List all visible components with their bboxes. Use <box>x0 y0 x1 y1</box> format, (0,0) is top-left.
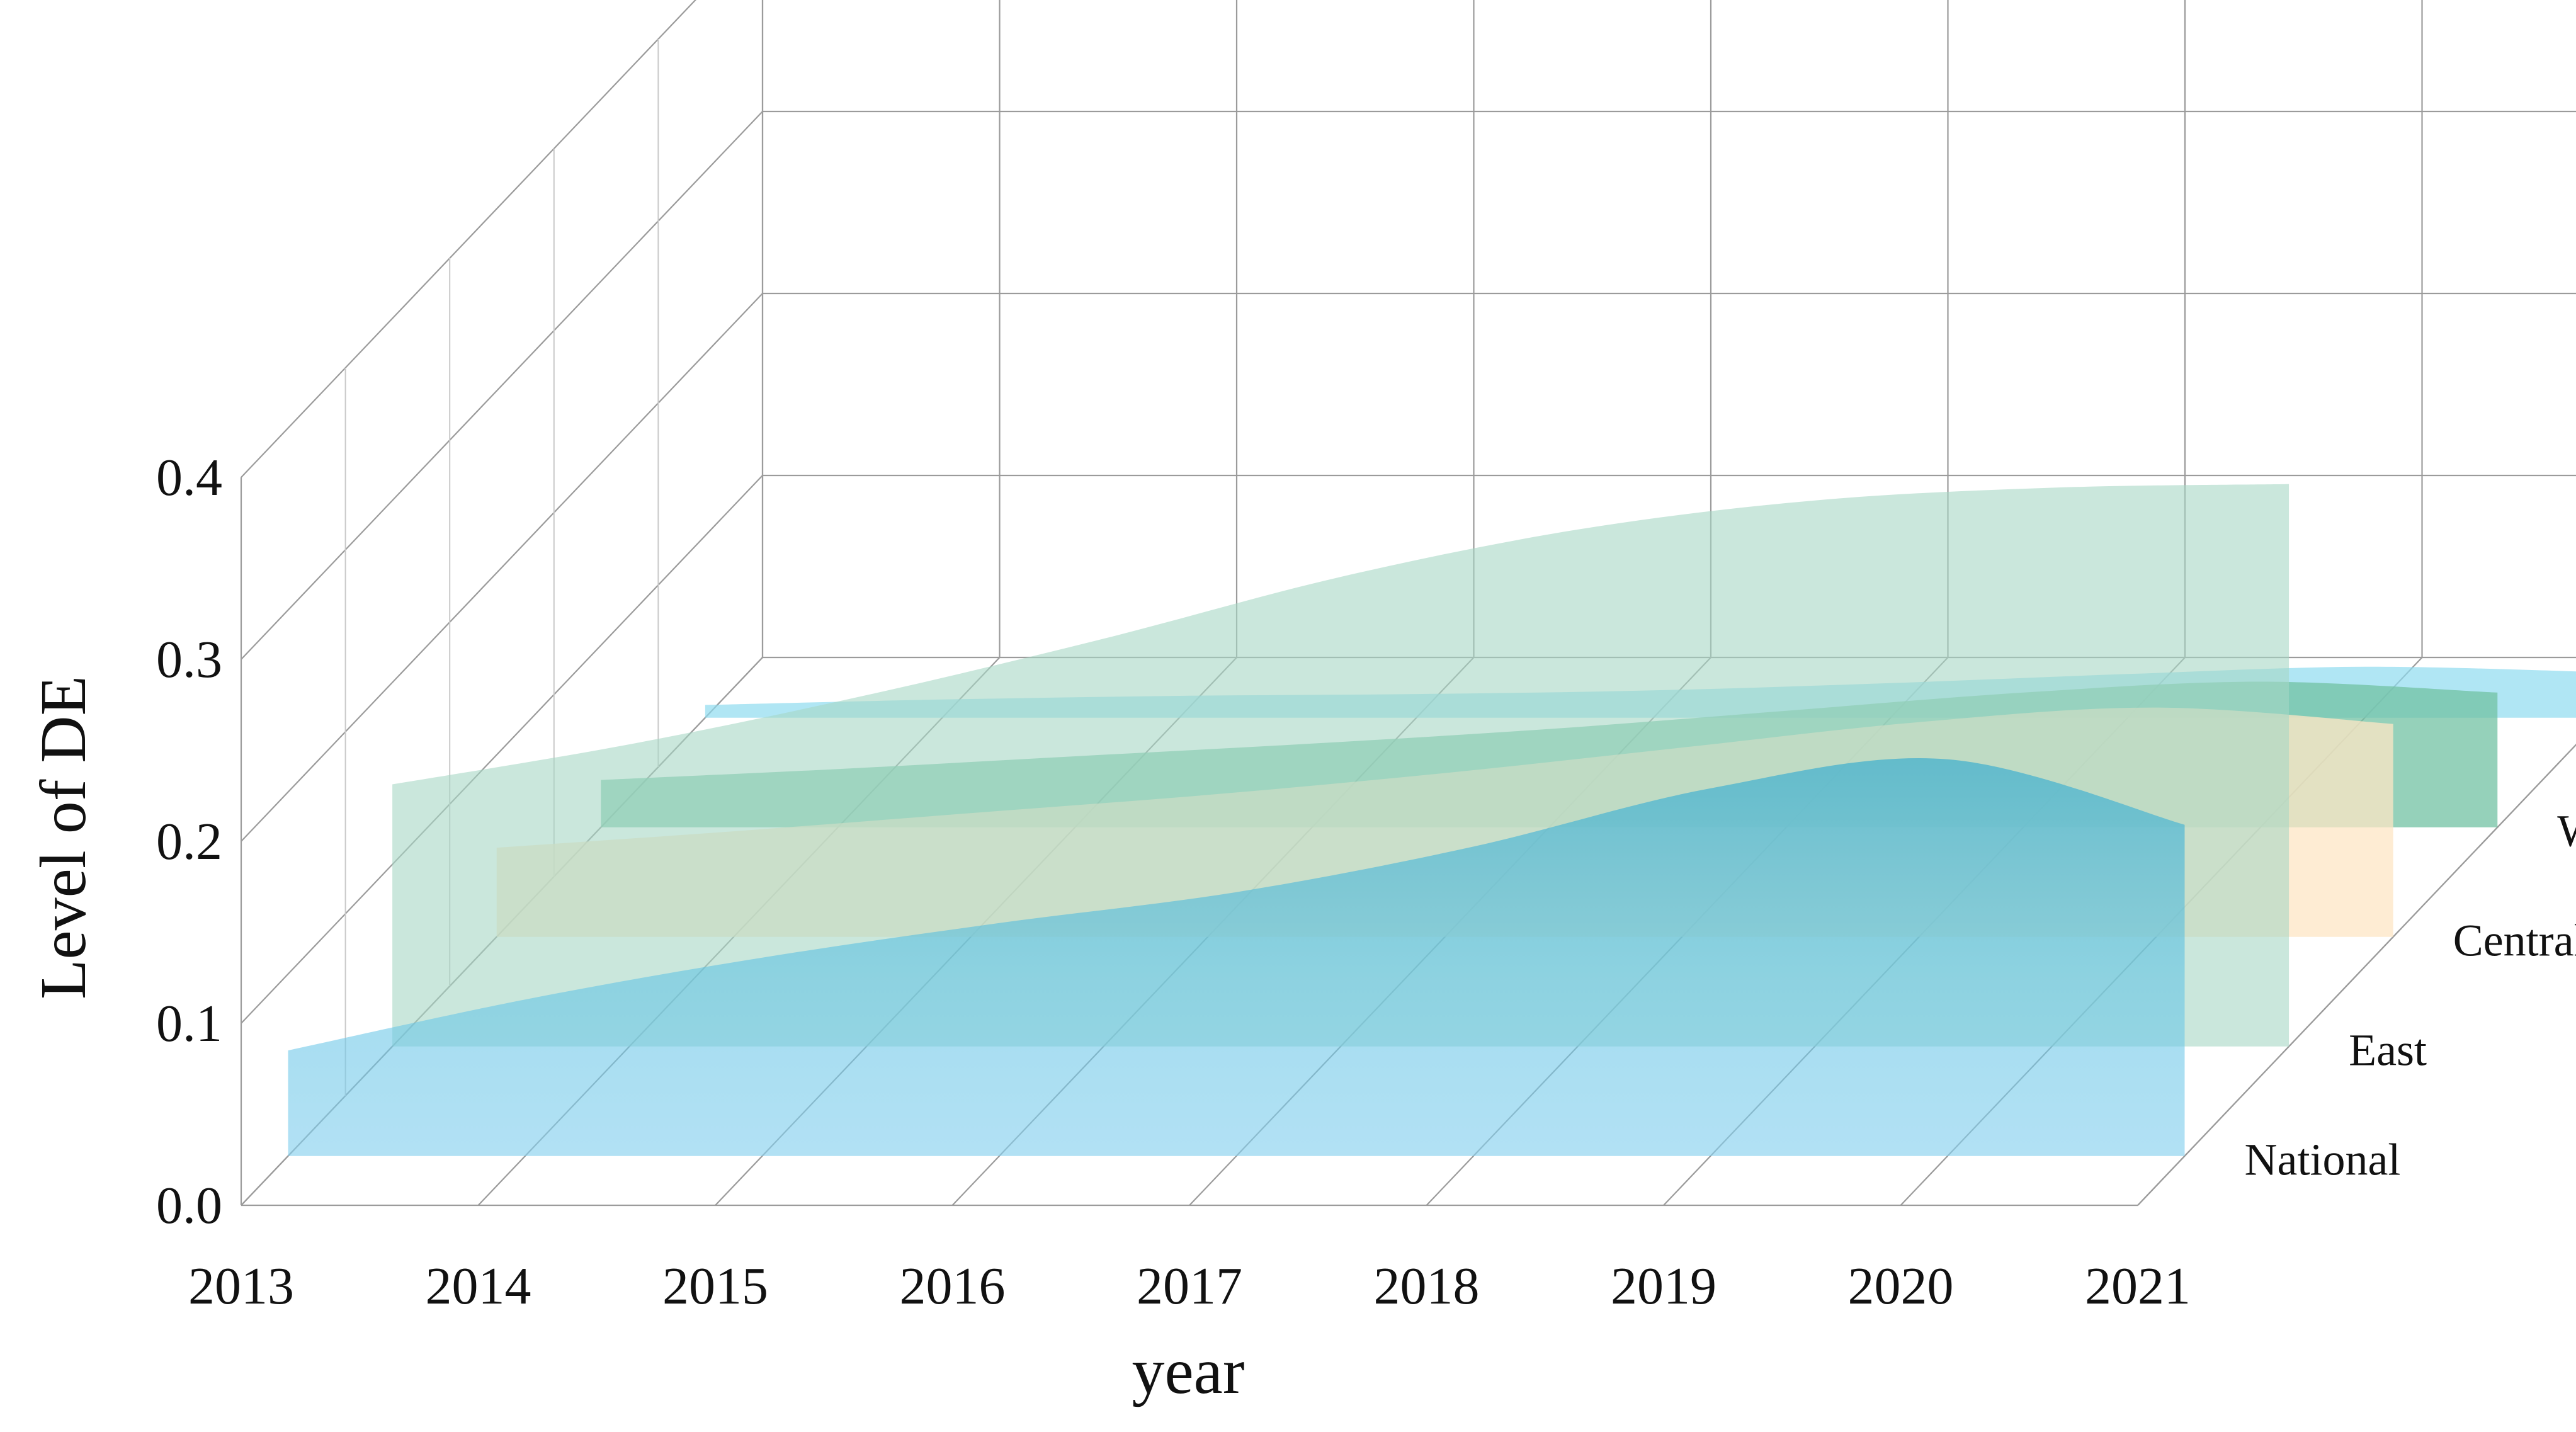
y-tick-label: 0.4 <box>156 448 222 507</box>
series-label-central: Central <box>2453 916 2576 966</box>
left-wall-diagonal <box>241 111 763 660</box>
left-wall-diagonal <box>241 0 696 478</box>
series-label-west: West <box>2557 806 2576 856</box>
left-wall-diagonal <box>241 475 763 1024</box>
x-tick-label: 2018 <box>1374 1257 1480 1316</box>
x-tick-label: 2014 <box>426 1257 531 1316</box>
y-axis-title: Level of DE <box>27 676 99 999</box>
x-axis-title: year <box>1132 1335 1245 1407</box>
x-tick-label: 2013 <box>188 1257 294 1316</box>
area-national <box>288 758 2185 1156</box>
series-layer <box>288 484 2576 1156</box>
label-layer: 0.0 0.1 0.2 0.3 0.4 2013 2014 2015 2016 2017 2018 2… <box>27 448 2576 1407</box>
x-tick-label: 2021 <box>2085 1257 2191 1316</box>
y-tick-label: 0.3 <box>156 630 222 689</box>
x-tick-label: 2016 <box>900 1257 1006 1316</box>
left-wall-diagonal <box>241 293 763 842</box>
x-tick-label: 2019 <box>1611 1257 1716 1316</box>
y-tick-label: 0.1 <box>156 994 222 1053</box>
x-tick-label: 2020 <box>1848 1257 1954 1316</box>
y-tick-label: 0.0 <box>156 1176 222 1235</box>
series-label-east: East <box>2349 1025 2427 1076</box>
y-tick-label: 0.2 <box>156 812 222 871</box>
x-tick-label: 2015 <box>662 1257 768 1316</box>
series-label-national: National <box>2245 1135 2401 1185</box>
series-national <box>288 758 2185 1156</box>
floor-right-edge <box>2137 744 2576 1206</box>
x-tick-label: 2017 <box>1137 1257 1242 1316</box>
